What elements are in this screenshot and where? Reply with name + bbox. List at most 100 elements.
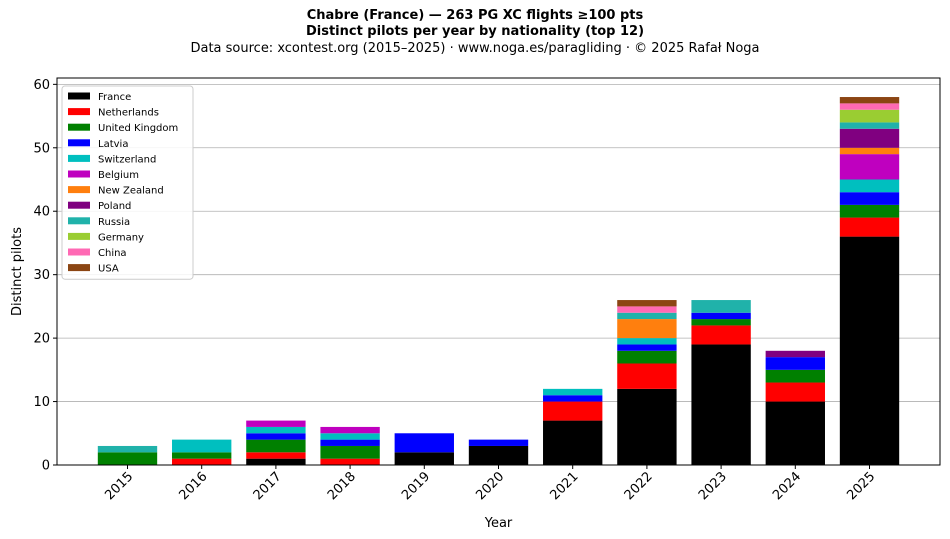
bar-segment-latvia — [394, 433, 454, 453]
data-source-note: Data source: xcontest.org (2015–2025) · … — [190, 41, 760, 56]
y-tick-label: 40 — [33, 205, 50, 220]
bar-segment-netherlands — [617, 363, 677, 389]
x-tick-label: 2025 — [844, 469, 878, 503]
bar-segment-france — [468, 445, 529, 465]
bar-segment-switzerland — [839, 179, 900, 193]
x-tick-label: 2015 — [102, 469, 136, 503]
bar-segment-netherlands — [691, 325, 751, 345]
chart-titles: Chabre (France) — 263 PG XC flights ≥100… — [0, 8, 950, 57]
x-tick-label: 2020 — [473, 469, 507, 503]
x-tick-label: 2022 — [622, 469, 656, 503]
bar-segment-latvia — [617, 344, 677, 351]
legend-label: Belgium — [98, 170, 139, 181]
legend-swatch — [68, 92, 90, 100]
bar-segment-china — [839, 103, 900, 110]
legend-swatch — [68, 139, 90, 147]
bar-segment-belgium — [246, 420, 306, 427]
legend-label: Latvia — [98, 139, 128, 150]
legend-label: Germany — [98, 232, 144, 243]
bar-segment-france — [691, 344, 751, 465]
bar-segment-netherlands — [246, 452, 306, 459]
bar-segment-russia — [691, 300, 751, 313]
bar-segment-france — [394, 452, 454, 465]
y-tick-label: 10 — [33, 395, 50, 410]
bar-segment-latvia — [246, 433, 306, 440]
legend-swatch — [68, 217, 90, 225]
legend-swatch — [68, 186, 90, 194]
legend-label: Russia — [98, 217, 130, 228]
bar-segment-france — [543, 420, 603, 465]
bar-segment-latvia — [468, 439, 529, 446]
bar-segment-united-kingdom — [765, 369, 825, 383]
bar-segment-latvia — [691, 312, 751, 320]
bar-segment-france — [617, 388, 677, 465]
bar-segment-netherlands — [765, 382, 825, 402]
legend-swatch — [68, 264, 90, 272]
legend-box — [61, 85, 194, 280]
x-tick-label: 2017 — [251, 469, 285, 503]
legend-swatch — [68, 232, 90, 240]
bar-segment-russia — [617, 312, 677, 320]
bar-segment-france — [839, 236, 900, 465]
legend-label: Switzerland — [98, 154, 156, 165]
bar-segment-united-kingdom — [172, 452, 232, 459]
bar-segment-france — [765, 401, 825, 465]
bar-segment-latvia — [839, 192, 900, 205]
bar-segment-france — [246, 458, 306, 465]
bar-segment-russia — [839, 122, 900, 129]
bar-segment-usa — [839, 97, 900, 104]
bar-segment-poland — [839, 128, 900, 148]
legend-swatch — [68, 123, 90, 131]
legend-label: New Zealand — [98, 186, 164, 197]
chart-title: Chabre (France) — 263 PG XC flights ≥100… — [306, 8, 644, 23]
legend-swatch — [68, 248, 90, 256]
x-axis-label: Year — [484, 516, 513, 531]
legend-label: United Kingdom — [98, 123, 178, 134]
bar-segment-new-zealand — [617, 319, 677, 339]
legend-label: France — [98, 92, 131, 103]
bar-segment-united-kingdom — [320, 445, 380, 459]
legend-label: China — [98, 248, 127, 259]
y-tick-label: 60 — [33, 78, 50, 93]
bar-segment-united-kingdom — [691, 319, 751, 326]
bar-segment-united-kingdom — [617, 350, 677, 364]
bar-segment-belgium — [839, 154, 900, 180]
bar-segment-switzerland — [246, 426, 306, 434]
x-tick-label: 2023 — [696, 469, 730, 503]
chart-subtitle: Distinct pilots per year by nationality … — [305, 24, 645, 39]
x-tick-label: 2018 — [325, 469, 359, 503]
legend-swatch — [68, 108, 90, 116]
y-axis-label: Distinct pilots — [10, 227, 25, 316]
legend-swatch — [68, 201, 90, 209]
x-tick-label: 2016 — [177, 469, 211, 503]
bar-segment-usa — [617, 300, 677, 307]
bar-segment-belgium — [320, 426, 380, 434]
bar-segment-latvia — [765, 357, 825, 370]
bar-segment-china — [617, 306, 677, 313]
bar-segment-netherlands — [320, 458, 380, 465]
bar-segment-germany — [839, 109, 900, 123]
y-tick-label: 50 — [33, 141, 50, 156]
legend-label: Netherlands — [98, 108, 159, 119]
bar-segment-netherlands — [543, 401, 603, 421]
legend-swatch — [68, 154, 90, 162]
x-tick-label: 2021 — [548, 469, 582, 503]
x-tick-label: 2019 — [399, 469, 433, 503]
bar-segment-switzerland — [617, 338, 677, 345]
x-tick-label: 2024 — [770, 469, 804, 503]
bar-segment-latvia — [543, 395, 603, 402]
bar-segment-united-kingdom — [97, 452, 158, 465]
y-tick-label: 0 — [42, 459, 50, 474]
bar-segment-russia — [97, 445, 158, 453]
bar-segment-switzerland — [320, 433, 380, 440]
bar-segment-switzerland — [543, 388, 603, 396]
bar-segment-latvia — [320, 439, 380, 446]
bar-segment-poland — [765, 350, 825, 358]
bar-segment-netherlands — [839, 217, 900, 237]
legend-label: USA — [98, 264, 119, 275]
y-tick-label: 30 — [33, 268, 50, 283]
bar-segment-united-kingdom — [839, 204, 900, 218]
bar-segment-new-zealand — [839, 147, 900, 155]
legend-swatch — [68, 170, 90, 178]
